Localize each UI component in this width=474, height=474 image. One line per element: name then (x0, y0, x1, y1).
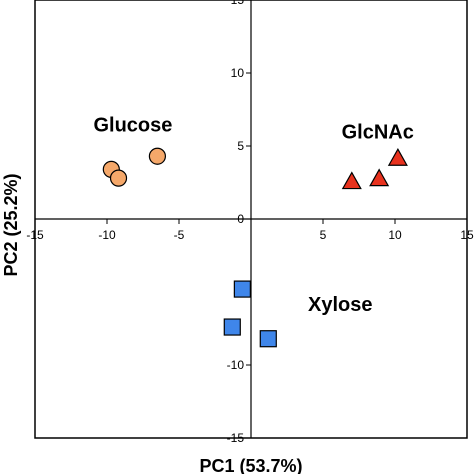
glcnac-label: GlcNAc (342, 122, 414, 144)
glcnac-point (387, 147, 408, 166)
x-tick-label: 15 (460, 228, 474, 242)
y-tick-label: 5 (237, 139, 244, 153)
y-tick-label: 10 (231, 66, 245, 80)
glucose-point (148, 147, 166, 165)
xylose-point (223, 318, 241, 336)
x-tick-label: -15 (26, 228, 44, 242)
x-axis-title: PC1 (53.7%) (199, 456, 302, 474)
x-tick-label: -5 (174, 228, 185, 242)
y-axis-title: PC2 (25.2%) (1, 173, 21, 276)
axes-layer (35, 0, 467, 438)
xylose-point (233, 280, 251, 298)
y-tick-label: 15 (231, 0, 245, 7)
y-tick-label: 0 (237, 212, 244, 226)
x-tick-label: 5 (320, 228, 327, 242)
glcnac-point (369, 168, 390, 187)
xylose-point (259, 330, 277, 348)
xylose-label: Xylose (308, 294, 372, 316)
x-tick-label: -10 (98, 228, 116, 242)
y-tick-label: -10 (227, 358, 245, 372)
glucose-label: Glucose (93, 114, 172, 136)
series-labels: Glucose GlcNAc Xylose (93, 114, 413, 316)
glucose-point (109, 169, 128, 187)
data-points (102, 147, 408, 348)
y-tick-label: -15 (227, 431, 245, 445)
x-tick-label: 10 (388, 228, 402, 242)
glcnac-point (341, 171, 362, 190)
